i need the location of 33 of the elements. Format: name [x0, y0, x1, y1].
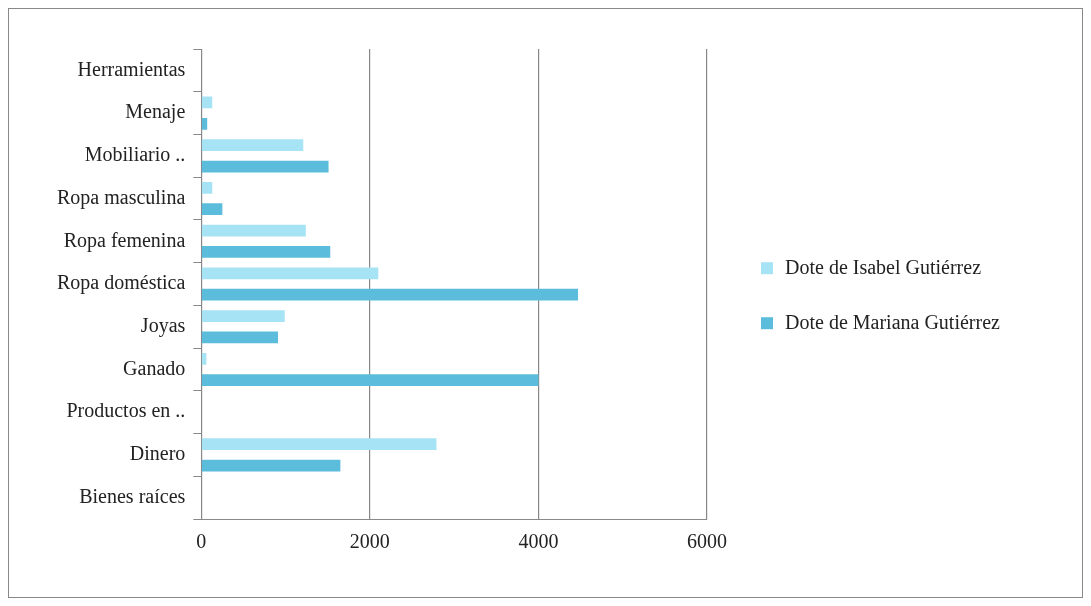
- bar: [201, 352, 207, 365]
- y-tick-label: Herramientas: [77, 57, 186, 80]
- x-tick-label: 4000: [518, 530, 559, 553]
- bar: [201, 246, 331, 258]
- legend-label: Dote de Mariana Gutiérrez: [785, 311, 1000, 335]
- bar: [201, 288, 579, 301]
- bar: [201, 459, 341, 472]
- y-tick-label: Mobiliario ..: [84, 143, 186, 166]
- y-tick-label: Dinero: [129, 442, 186, 465]
- bar: [201, 310, 285, 322]
- bar: [201, 117, 208, 130]
- y-tick-label: Ganado: [123, 356, 186, 379]
- bar: [201, 224, 306, 237]
- y-tick-label: Ropa doméstica: [56, 271, 186, 295]
- y-tick-label: Menaje: [125, 100, 186, 124]
- bar: [201, 139, 304, 152]
- x-tick-label: 0: [196, 530, 207, 553]
- legend-label: Dote de Isabel Gutiérrez: [785, 256, 982, 280]
- bar: [201, 267, 379, 280]
- bar: [201, 96, 213, 109]
- bar: [201, 181, 213, 194]
- bar: [201, 203, 223, 216]
- y-tick-label: Joyas: [140, 313, 186, 337]
- bar: [201, 438, 437, 451]
- bar: [201, 374, 539, 387]
- x-tick-label: 6000: [687, 530, 727, 553]
- bar: [201, 160, 329, 173]
- y-tick-label: Productos en ..: [66, 399, 186, 422]
- x-tick-label: 2000: [349, 530, 390, 553]
- y-tick-label: Bienes raíces: [79, 484, 186, 507]
- y-tick-label: Ropa femenina: [63, 228, 186, 252]
- bar: [201, 331, 278, 344]
- y-tick-label: Ropa masculina: [56, 185, 186, 209]
